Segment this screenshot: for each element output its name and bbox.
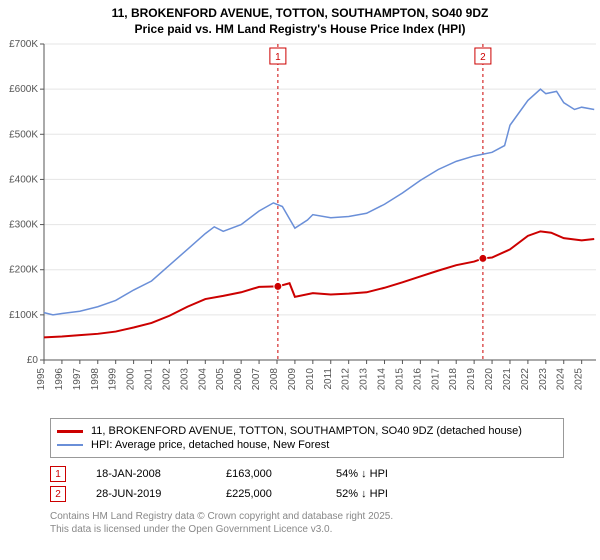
marker-price: £163,000 (226, 468, 336, 480)
x-tick-label: 1998 (90, 368, 101, 391)
x-tick-label: 2012 (341, 368, 352, 391)
chart-area: £0 £100K £200K £300K £400K £500K £600K £700K 199… (0, 40, 600, 410)
title-line-2: Price paid vs. HM Land Registry's House … (0, 22, 600, 38)
x-tick-label: 2023 (538, 368, 549, 391)
legend-swatch (57, 430, 83, 433)
y-tick-label: £100K (9, 310, 38, 321)
x-tick-label: 2017 (430, 368, 441, 391)
footnote-line-1: Contains HM Land Registry data © Crown c… (50, 510, 393, 523)
series-line (44, 89, 594, 315)
marker-dot (274, 282, 282, 290)
y-tick-label: £300K (9, 220, 38, 231)
x-tick-label: 1996 (54, 368, 65, 391)
x-tick-label: 1995 (36, 368, 47, 391)
legend-label: 11, BROKENFORD AVENUE, TOTTON, SOUTHAMPT… (91, 425, 522, 437)
x-tick-label: 2016 (412, 368, 423, 391)
marker-delta: 54% ↓ HPI (336, 468, 456, 480)
legend: 11, BROKENFORD AVENUE, TOTTON, SOUTHAMPT… (50, 418, 564, 458)
marker-dot (479, 254, 487, 262)
x-tick-label: 2008 (269, 368, 280, 391)
x-tick-label: 2006 (233, 368, 244, 391)
y-tick-label: £500K (9, 129, 38, 140)
x-tick-label: 2004 (197, 368, 208, 391)
x-tick-label: 1997 (72, 368, 83, 391)
marker-date: 18-JAN-2008 (96, 468, 226, 480)
x-tick-label: 1999 (108, 368, 119, 391)
x-tick-label: 2000 (126, 368, 137, 391)
x-tick-label: 2022 (520, 368, 531, 391)
y-tick-label: £400K (9, 174, 38, 185)
marker-row: 2 28-JUN-2019£225,00052% ↓ HPI (50, 486, 456, 502)
x-tick-label: 2013 (359, 368, 370, 391)
marker-row: 1 18-JAN-2008£163,00054% ↓ HPI (50, 466, 456, 482)
x-tick-label: 2025 (574, 368, 585, 391)
marker-row-badge: 1 (50, 466, 66, 482)
x-tick-label: 2019 (466, 368, 477, 391)
x-tick-label: 2021 (502, 368, 513, 391)
x-tick-label: 2014 (377, 368, 388, 391)
legend-label: HPI: Average price, detached house, New … (91, 439, 329, 451)
legend-row: 11, BROKENFORD AVENUE, TOTTON, SOUTHAMPT… (57, 425, 557, 437)
x-tick-label: 2001 (144, 368, 155, 391)
x-tick-label: 2002 (161, 368, 172, 391)
y-tick-label: £700K (9, 40, 38, 50)
chart-title: 11, BROKENFORD AVENUE, TOTTON, SOUTHAMPT… (0, 0, 600, 37)
y-tick-label: £0 (27, 355, 39, 366)
x-tick-label: 2020 (484, 368, 495, 391)
x-tick-label: 2009 (287, 368, 298, 391)
legend-row: HPI: Average price, detached house, New … (57, 439, 557, 451)
y-tick-label: £200K (9, 265, 38, 276)
x-tick-label: 2018 (448, 368, 459, 391)
x-tick-label: 2003 (179, 368, 190, 391)
footnote-line-2: This data is licensed under the Open Gov… (50, 523, 393, 536)
x-tick-label: 2010 (305, 368, 316, 391)
marker-badge-label: 1 (275, 52, 281, 63)
y-tick-label: £600K (9, 84, 38, 95)
x-tick-label: 2015 (394, 368, 405, 391)
x-tick-label: 2024 (556, 368, 567, 391)
marker-row-badge: 2 (50, 486, 66, 502)
chart-svg: £0 £100K £200K £300K £400K £500K £600K £700K 199… (0, 40, 600, 410)
series-line (44, 231, 594, 337)
marker-badge-label: 2 (480, 52, 486, 63)
footnote: Contains HM Land Registry data © Crown c… (50, 510, 393, 536)
marker-delta: 52% ↓ HPI (336, 488, 456, 500)
marker-date: 28-JUN-2019 (96, 488, 226, 500)
x-tick-label: 2005 (215, 368, 226, 391)
x-tick-label: 2007 (251, 368, 262, 391)
legend-swatch (57, 444, 83, 446)
title-line-1: 11, BROKENFORD AVENUE, TOTTON, SOUTHAMPT… (0, 6, 600, 22)
x-tick-label: 2011 (323, 368, 334, 390)
marker-table: 1 18-JAN-2008£163,00054% ↓ HPI 2 28-JUN-201… (50, 462, 456, 506)
marker-price: £225,000 (226, 488, 336, 500)
